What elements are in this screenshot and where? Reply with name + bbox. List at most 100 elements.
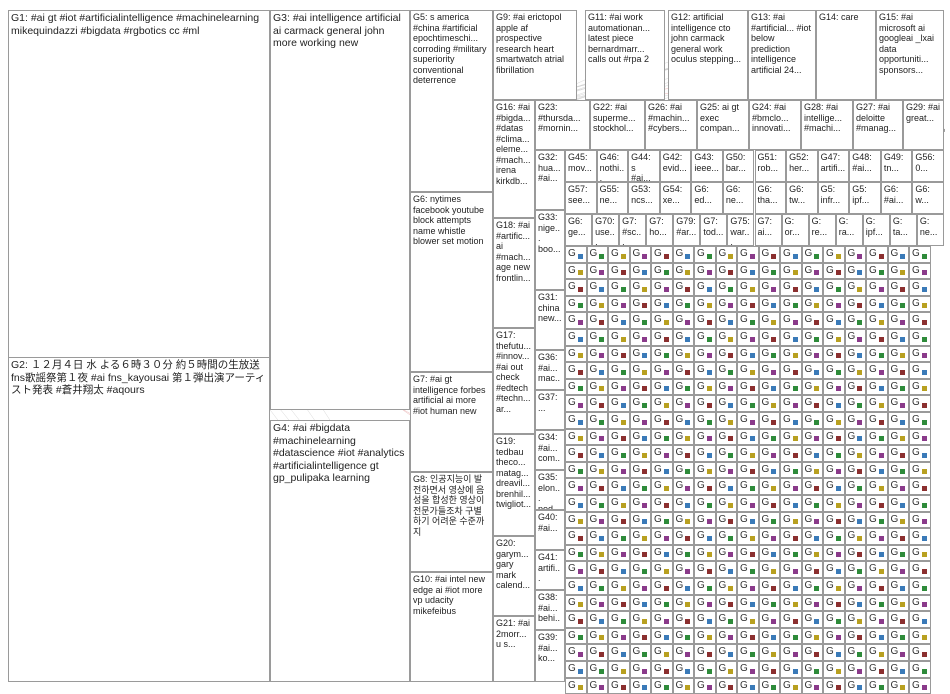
group-label-tiny: G [740,264,748,276]
group-label-tiny: G [761,331,770,342]
group-box-tiny: G [629,528,651,545]
group-box-tiny: G [629,478,651,495]
group-label-tiny: G [912,380,920,392]
group-box-tiny: G [672,661,694,678]
group-box-tiny: G [909,395,931,412]
graph-node [663,502,669,508]
group-box-tiny: G [887,478,909,495]
graph-node [921,635,927,641]
group-box-tiny: G [586,279,608,296]
group-box-tiny: G [608,246,630,263]
group-box-tiny: G [758,611,780,628]
group-box-tiny: G [715,279,737,296]
graph-node [814,436,819,442]
group-box-tiny: G [565,627,587,645]
group-label-tiny: G [783,679,791,691]
group-label-tiny: G [718,679,727,691]
group-box-small: G: ta... [889,214,917,246]
group-box-tiny: G [651,677,673,694]
group-label-tiny: G [718,513,727,525]
graph-node [878,668,884,674]
group-label-tiny: G [718,580,727,591]
group-label-tiny: G [568,463,576,475]
group-box-tiny: G [844,246,866,263]
group-box-tiny: G [909,561,931,578]
group-label-tiny: G [654,563,662,575]
graph-node [599,519,604,525]
graph-node [900,552,905,558]
group-box-tiny: G [608,428,630,446]
group-label-tiny: G [589,480,598,492]
group-label-tiny: G [718,613,727,625]
graph-node [771,419,776,425]
group-box-tiny: G [801,594,823,612]
group-box-tiny: G [565,345,587,363]
group-box-tiny: G [715,295,737,313]
group-box-tiny: G [608,661,630,678]
graph-node [728,436,733,442]
group-label-tiny: G [589,530,598,542]
group-box-tiny: G [844,594,866,612]
group-label-tiny: G [697,480,705,492]
graph-node [857,668,862,674]
group-box-tiny: G [758,445,780,462]
graph-node [749,568,755,574]
graph-node [685,369,690,375]
group-label-tiny: G [740,513,748,525]
group-label-tiny: G [847,480,856,492]
graph-node [835,452,841,458]
group-box-tiny: G [887,461,909,479]
group-label-tiny: G [611,580,619,591]
group-box-tiny: G [887,412,909,429]
group-label-tiny: G [697,679,705,691]
graph-node [792,502,798,508]
graph-node [792,635,798,641]
group-box-tiny: G [694,295,716,313]
graph-node [620,353,626,359]
group-label-tiny: G [890,463,899,475]
graph-node [814,502,819,508]
group-box-tiny: G [586,312,608,329]
group-box-tiny: G [672,561,694,578]
group-box-tiny: G [801,262,823,280]
group-label-tiny: G [826,447,834,459]
group-box-tiny: G [672,495,694,512]
group-box-tiny: G [909,495,931,512]
group-box-tiny: G [737,528,759,545]
group-label-tiny: G [826,430,834,442]
group-label-tiny: G [761,546,770,558]
group-label-tiny: G [589,248,598,259]
group-label-tiny: G [826,314,834,326]
group-label-tiny: G [912,463,920,475]
group-label-tiny: G [675,563,684,575]
group-label-tiny: G [740,447,748,459]
group-label-tiny: G [697,430,705,442]
group-box-tiny: G [565,544,587,562]
group-label-tiny: G [568,646,576,658]
group-box-tiny: G [672,677,694,694]
group-box-small: G55: ne... [596,182,629,214]
group-label-tiny: G [912,281,920,293]
group-box-tiny: G [629,312,651,329]
group-box-tiny: G [565,611,587,628]
group-label-tiny: G [783,546,791,558]
group-label-tiny: G [611,629,619,641]
graph-node [792,452,798,458]
group-label-tiny: G [890,248,899,259]
group-label-small: G6: tw... [789,184,806,205]
graph-node [771,319,776,325]
group-label-tiny: G [568,596,576,608]
group-box-tiny: G [672,395,694,412]
group-label-tiny: G [654,497,662,508]
group-box-tiny: G [629,611,651,628]
graph-node [599,419,604,425]
group-box-tiny: G [887,661,909,678]
graph-node [749,419,755,425]
group-label-tiny: G [568,613,576,625]
group-label-small: G53: ncs... [631,184,653,205]
group-box-g38: G38: #ai... behi... [535,590,565,630]
graph-node [599,635,604,641]
group-box-tiny: G [823,262,845,280]
group-label-tiny: G [869,646,877,658]
graph-node [577,353,583,359]
